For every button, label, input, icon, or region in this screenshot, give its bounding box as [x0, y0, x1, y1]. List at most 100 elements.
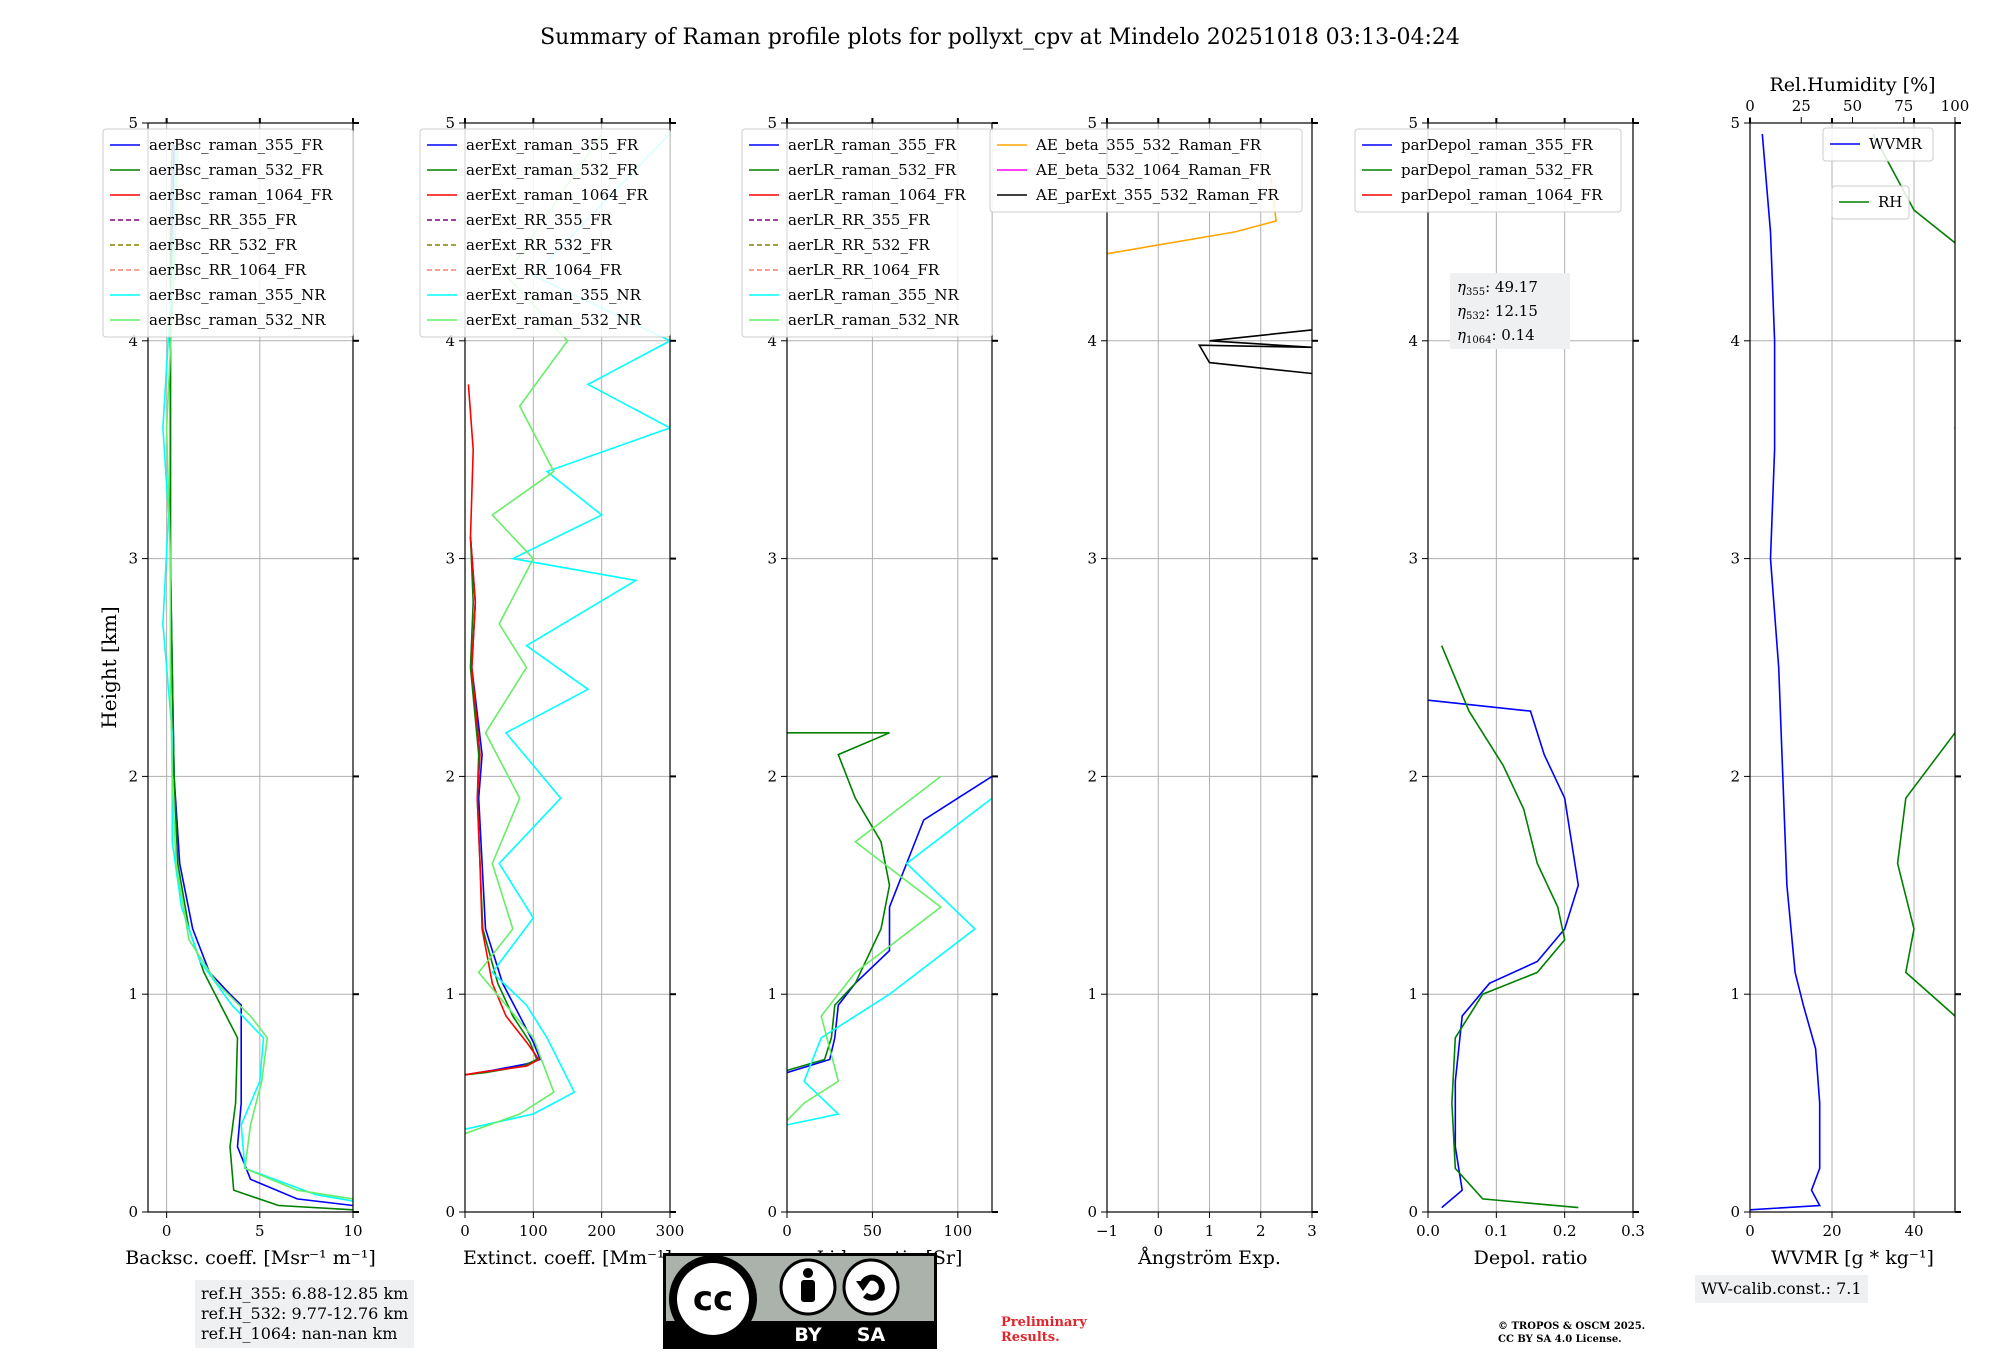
x-tick-label: 3 — [1307, 1222, 1317, 1240]
chart-wv: 0 20 40 0 1 2 3 4 5 WVMR [g * kg⁻¹] 0 25 50 75 100 Rel.… — [1730, 74, 1969, 1269]
y-tick-label: 5 — [1087, 114, 1097, 132]
x-tick-label: 2 — [1256, 1222, 1266, 1240]
x-tick-label: 50 — [863, 1222, 882, 1240]
y-tick-label: 1 — [767, 985, 777, 1003]
legend-label: aerLR_raman_355_FR — [788, 136, 957, 154]
y-tick-label: 4 — [1408, 332, 1418, 350]
x-axis-label: WVMR [g * kg⁻¹] — [1771, 1247, 1934, 1269]
legend-label: aerLR_raman_355_NR — [788, 286, 959, 304]
legend-label: parDepol_raman_355_FR — [1401, 136, 1594, 154]
series-aerLR_raman_355_NR — [787, 797, 992, 1126]
plot-frame — [147, 122, 354, 1213]
y-tick-label: 4 — [767, 332, 777, 350]
legend-label: aerExt_RR_532_FR — [466, 236, 613, 254]
series-aerLR_raman_355_FR — [787, 775, 992, 1074]
x-tick-label: 0 — [162, 1222, 172, 1240]
legend-label: aerExt_RR_1064_FR — [466, 261, 622, 279]
plot-frame — [1749, 122, 1956, 1213]
x-tick-label: 40 — [1904, 1222, 1923, 1240]
y-tick-label: 2 — [1087, 767, 1097, 785]
eta-355: η355: 49.17 — [1457, 278, 1538, 298]
sa-share-icon — [842, 1258, 900, 1316]
preliminary-line-1: Preliminary — [1001, 1315, 1087, 1330]
legend-label: aerLR_RR_355_FR — [788, 211, 930, 229]
x-tick-label: 300 — [656, 1222, 685, 1240]
x-axis-label: Backsc. coeff. [Msr⁻¹ m⁻¹] — [125, 1247, 376, 1269]
legend-label: aerLR_raman_532_FR — [788, 161, 957, 179]
legend-box — [419, 128, 671, 338]
legend-label: aerExt_raman_355_NR — [466, 286, 642, 304]
legend: aerExt_raman_355_FR aerExt_raman_532_FRae… — [419, 128, 671, 338]
series-aerExt_raman_532_FR — [465, 536, 538, 1076]
series-aerLR_raman_532_NR — [787, 775, 943, 1122]
preliminary-line-2: Results. — [1001, 1330, 1060, 1345]
y-axis-label: Height [km] — [97, 606, 121, 728]
y-tick-label: 5 — [1730, 114, 1740, 132]
legend-label: WVMR — [1869, 135, 1923, 153]
copyright-line-1: © TROPOS & OSCM 2025. — [1498, 1321, 1646, 1332]
preliminary-note: Preliminary Results. — [1001, 1315, 1087, 1345]
x-tick-label: 0.0 — [1416, 1222, 1440, 1240]
copyright-line-2: CC BY SA 4.0 License. — [1498, 1334, 1622, 1345]
series-parDepol_raman_355_FR — [1428, 699, 1580, 1209]
y-tick-label: 3 — [1730, 550, 1740, 568]
y-tick-label: 5 — [1408, 114, 1418, 132]
legend-box — [1831, 185, 1910, 220]
legend-box — [1354, 128, 1622, 213]
cc-letters: cc — [693, 1279, 733, 1319]
y-tick-label: 2 — [128, 767, 138, 785]
y-tick-label: 4 — [1087, 332, 1097, 350]
legend-label: aerBsc_raman_355_FR — [149, 136, 324, 154]
chart-depol: 0.0 0.1 0.2 0.3 0 1 2 3 4 5 Depol. ratio parDepol_r… — [1354, 114, 1645, 1269]
legend: RH — [1831, 185, 1910, 220]
y-tick-label: 0 — [445, 1203, 455, 1221]
x-tick-label: 0 — [1745, 1222, 1755, 1240]
x-axis-label: Ångström Exp. — [1137, 1247, 1281, 1269]
series-WVMR — [1750, 133, 1821, 1211]
legend-label: aerExt_raman_355_FR — [466, 136, 639, 154]
x-axis-label: Depol. ratio — [1474, 1247, 1588, 1269]
series-AE_parExt_355_532_Raman_FR — [1197, 329, 1312, 375]
legend: parDepol_raman_355_FR parDepol_raman_532_… — [1354, 128, 1622, 213]
series-aerExt_raman_355_NR — [465, 133, 670, 1130]
series-aerLR_raman_532_FR — [787, 732, 891, 1072]
x-tick-label: 0.3 — [1621, 1222, 1645, 1240]
legend-label: AE_beta_532_1064_Raman_FR — [1035, 161, 1271, 179]
y-tick-label: 2 — [445, 767, 455, 785]
legend-label: aerBsc_raman_532_NR — [149, 311, 326, 329]
legend-label: aerBsc_RR_1064_FR — [149, 261, 307, 279]
series-RH — [1872, 133, 1955, 1017]
legend-label: aerExt_raman_1064_FR — [466, 186, 648, 204]
ref-heights-box: ref.H_355: 6.88-12.85 km ref.H_532: 9.77… — [195, 1280, 415, 1348]
x-tick-label: 10 — [343, 1222, 362, 1240]
x-tick-label: 0.1 — [1484, 1222, 1508, 1240]
x-tick-label: 100 — [519, 1222, 548, 1240]
y-tick-label: 5 — [767, 114, 777, 132]
legend-label: parDepol_raman_532_FR — [1401, 161, 1594, 179]
series-aerExt_raman_532_NR — [465, 133, 603, 1135]
x2-axis-label: Rel.Humidity [%] — [1769, 74, 1935, 96]
x-tick-label: 1 — [1205, 1222, 1215, 1240]
legend: aerBsc_raman_355_FR aerBsc_raman_532_FRae… — [102, 128, 354, 338]
legend-label: aerBsc_RR_532_FR — [149, 236, 297, 254]
legend-label: aerExt_raman_532_NR — [466, 311, 642, 329]
depol-eta-box: η355: 49.17 η532: 12.15 η1064: 0.14 — [1450, 273, 1570, 349]
y-tick-label: 0 — [767, 1203, 777, 1221]
y-tick-label: 0 — [1730, 1203, 1740, 1221]
by-label: BY — [794, 1324, 821, 1346]
legend: AE_beta_355_532_Raman_FR AE_beta_532_1064… — [989, 128, 1303, 213]
y-tick-label: 3 — [128, 550, 138, 568]
legend-box — [741, 128, 993, 338]
cc-by-sa-logo: cc BY SA — [663, 1253, 937, 1349]
y-tick-label: 4 — [1730, 332, 1740, 350]
legend-label: aerLR_RR_1064_FR — [788, 261, 940, 279]
y-tick-label: 1 — [1087, 985, 1097, 1003]
series-aerExt_raman_1064_FR — [465, 384, 540, 1076]
x-tick-label: 0 — [460, 1222, 470, 1240]
ref-height-1064: ref.H_1064: nan-nan km — [201, 1324, 398, 1343]
y-tick-label: 2 — [1730, 767, 1740, 785]
y-tick-label: 0 — [128, 1203, 138, 1221]
series-parDepol_raman_532_FR — [1440, 645, 1579, 1209]
x-tick-label: 200 — [587, 1222, 616, 1240]
